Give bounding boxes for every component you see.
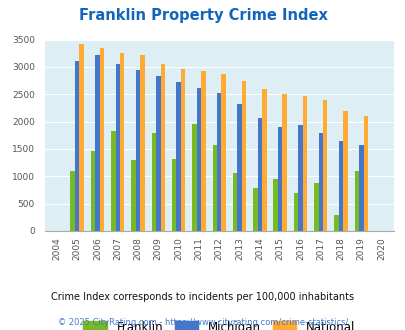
Bar — [200, 71, 205, 231]
Bar — [338, 141, 343, 231]
Bar — [75, 61, 79, 231]
Bar — [322, 100, 326, 231]
Bar — [181, 69, 185, 231]
Bar — [282, 94, 286, 231]
Bar — [342, 111, 347, 231]
Bar — [111, 131, 115, 231]
Bar — [156, 76, 160, 231]
Bar — [176, 82, 181, 231]
Bar — [358, 145, 363, 231]
Bar — [131, 160, 135, 231]
Text: Crime Index corresponds to incidents per 100,000 inhabitants: Crime Index corresponds to incidents per… — [51, 292, 354, 302]
Bar — [120, 53, 124, 231]
Bar — [192, 124, 196, 231]
Bar — [313, 183, 318, 231]
Bar — [221, 74, 225, 231]
Legend: Franklin, Michigan, National: Franklin, Michigan, National — [83, 321, 354, 330]
Bar — [232, 173, 237, 231]
Bar — [262, 89, 266, 231]
Bar — [241, 81, 245, 231]
Bar — [140, 55, 144, 231]
Bar — [298, 125, 302, 231]
Bar — [160, 64, 164, 231]
Bar — [212, 145, 216, 231]
Bar — [135, 70, 140, 231]
Bar — [237, 104, 241, 231]
Bar — [333, 215, 338, 231]
Bar — [95, 55, 100, 231]
Bar — [70, 171, 75, 231]
Bar — [216, 93, 221, 231]
Bar — [354, 171, 358, 231]
Text: © 2025 CityRating.com - https://www.cityrating.com/crime-statistics/: © 2025 CityRating.com - https://www.city… — [58, 318, 347, 327]
Bar — [172, 159, 176, 231]
Bar — [273, 179, 277, 231]
Bar — [115, 64, 120, 231]
Bar — [277, 127, 282, 231]
Bar — [252, 188, 257, 231]
Bar — [318, 133, 322, 231]
Bar — [91, 150, 95, 231]
Bar — [79, 44, 83, 231]
Bar — [363, 115, 367, 231]
Bar — [196, 88, 201, 231]
Text: Franklin Property Crime Index: Franklin Property Crime Index — [79, 8, 326, 23]
Bar — [293, 193, 297, 231]
Bar — [257, 118, 262, 231]
Bar — [151, 133, 156, 231]
Bar — [302, 96, 307, 231]
Bar — [100, 49, 104, 231]
